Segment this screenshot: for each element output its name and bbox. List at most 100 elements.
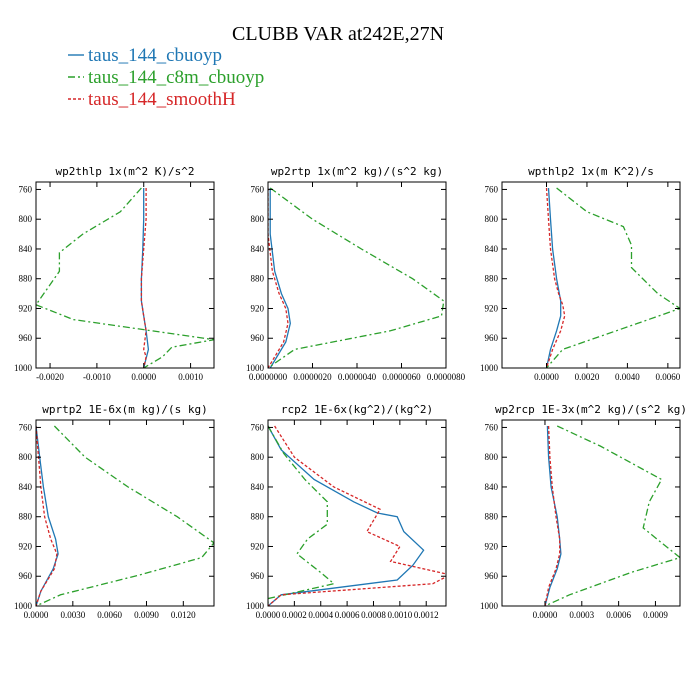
x-tick-label: 0.0000 — [534, 372, 559, 382]
panel-frame — [501, 181, 681, 369]
series-line-taus_144_smoothH — [544, 425, 561, 606]
x-tick-label: 0.0040 — [615, 372, 640, 382]
panel-frame — [35, 419, 215, 607]
y-tick-label: 800 — [485, 214, 499, 224]
panel-4: rcp2 1E-6x(kg^2)/(kg^2) 760 800 840 880 920 96… — [246, 403, 447, 620]
panel-2: wpthlp2 1x(m K^2)/s 760 800 840 880 920 960 100… — [480, 165, 681, 382]
y-tick-label: 800 — [251, 452, 265, 462]
x-tick-label: 0.0000 — [256, 610, 281, 620]
legend-label-2: taus_144_smoothH — [88, 89, 236, 110]
panel-frame — [267, 181, 447, 369]
x-tick-label: 0.0030 — [60, 610, 85, 620]
x-tick-label: 0.0000000 — [249, 372, 288, 382]
y-tick-label: 760 — [251, 422, 265, 432]
x-tick-label: 0.0060 — [97, 610, 122, 620]
y-tick-label: 760 — [251, 184, 265, 194]
y-tick-label: 880 — [19, 274, 33, 284]
x-tick-label: 0.0000020 — [293, 372, 332, 382]
y-tick-label: 880 — [485, 274, 499, 284]
series-line-taus_144_cbuoyp — [36, 425, 59, 606]
y-tick-label: 880 — [251, 512, 265, 522]
y-tick-label: 960 — [251, 333, 265, 343]
y-tick-label: 1000 — [480, 601, 499, 611]
x-tick-label: 0.0006 — [335, 610, 360, 620]
series-line-taus_144_smoothH — [268, 188, 289, 368]
y-tick-label: 880 — [19, 512, 33, 522]
y-tick-label: 800 — [19, 452, 33, 462]
x-tick-label: 0.0000080 — [427, 372, 466, 382]
panels: wp2thlp 1x(m^2 K)/s^2 760 800 840 880 920 960 1… — [14, 165, 687, 620]
x-tick-label: 0.0000040 — [338, 372, 377, 382]
y-tick-label: 880 — [485, 512, 499, 522]
y-tick-label: 840 — [19, 482, 33, 492]
x-tick-label: 0.0009 — [643, 610, 668, 620]
panel-title: wp2rtp 1x(m^2 kg)/(s^2 kg) — [271, 165, 443, 178]
x-tick-label: 0.0012 — [414, 610, 439, 620]
y-tick-label: 880 — [251, 274, 265, 284]
series-line-taus_144_c8m_cbuoyp — [268, 187, 445, 368]
x-tick-label: 0.0120 — [171, 610, 196, 620]
y-tick-label: 920 — [251, 303, 265, 313]
y-tick-label: 920 — [19, 303, 33, 313]
x-tick-label: 0.0006 — [606, 610, 631, 620]
y-tick-label: 960 — [19, 333, 33, 343]
y-tick-label: 920 — [19, 541, 33, 551]
series-line-taus_144_c8m_cbuoyp — [546, 187, 680, 368]
y-tick-label: 760 — [19, 184, 33, 194]
x-tick-label: 0.0002 — [282, 610, 307, 620]
panel-title: rcp2 1E-6x(kg^2)/(kg^2) — [281, 403, 433, 416]
x-tick-label: -0.0020 — [36, 372, 64, 382]
y-tick-label: 800 — [485, 452, 499, 462]
y-tick-label: 840 — [251, 482, 265, 492]
series-line-taus_144_c8m_cbuoyp — [544, 425, 680, 606]
series-line-taus_144_smoothH — [268, 425, 446, 606]
x-tick-label: 0.0000060 — [382, 372, 421, 382]
y-tick-label: 1000 — [14, 601, 33, 611]
series-line-taus_144_smoothH — [140, 188, 147, 368]
y-tick-label: 800 — [251, 214, 265, 224]
legend: taus_144_cbuoyp taus_144_c8m_cbuoyp taus… — [68, 45, 264, 110]
y-tick-label: 800 — [19, 214, 33, 224]
x-tick-label: 0.0010 — [178, 372, 203, 382]
x-tick-label: 0.0004 — [308, 610, 333, 620]
panel-3: wprtp2 1E-6x(m kg)/(s kg) 760 800 840 880 920… — [14, 403, 215, 620]
y-tick-label: 960 — [251, 571, 265, 581]
series-line-taus_144_c8m_cbuoyp — [268, 425, 336, 606]
y-tick-label: 840 — [485, 244, 499, 254]
legend-label-0: taus_144_cbuoyp — [88, 45, 222, 66]
series-line-taus_144_cbuoyp — [545, 187, 562, 368]
y-tick-label: 760 — [485, 422, 499, 432]
y-tick-label: 920 — [485, 303, 499, 313]
series-line-taus_144_cbuoyp — [268, 425, 425, 606]
y-tick-label: 920 — [485, 541, 499, 551]
panel-title: wprtp2 1E-6x(m kg)/(s kg) — [42, 403, 208, 416]
x-tick-label: 0.0010 — [387, 610, 412, 620]
panel-frame — [501, 419, 681, 607]
series-line-taus_144_cbuoyp — [140, 188, 150, 368]
x-tick-label: 0.0000 — [131, 372, 156, 382]
y-tick-label: 920 — [251, 541, 265, 551]
panel-5: wp2rcp 1E-3x(m^2 kg)/(s^2 kg) 760 800 840 88… — [480, 403, 687, 620]
y-tick-label: 1000 — [246, 601, 265, 611]
x-tick-label: 0.0003 — [569, 610, 594, 620]
x-tick-label: 0.0008 — [361, 610, 386, 620]
y-tick-label: 840 — [19, 244, 33, 254]
series-line-taus_144_cbuoyp — [544, 425, 562, 606]
x-tick-label: -0.0010 — [83, 372, 111, 382]
x-tick-label: 0.0000 — [533, 610, 558, 620]
panel-1: wp2rtp 1x(m^2 kg)/(s^2 kg) 760 800 840 880 92… — [246, 165, 466, 382]
panel-frame — [35, 181, 215, 369]
panel-title: wp2rcp 1E-3x(m^2 kg)/(s^2 kg) — [495, 403, 687, 416]
y-tick-label: 1000 — [480, 363, 499, 373]
x-tick-label: 0.0060 — [655, 372, 680, 382]
y-tick-label: 960 — [19, 571, 33, 581]
panel-0: wp2thlp 1x(m^2 K)/s^2 760 800 840 880 920 960 1… — [14, 165, 215, 382]
panel-title: wp2thlp 1x(m^2 K)/s^2 — [55, 165, 194, 178]
panel-frame — [267, 419, 447, 607]
y-tick-label: 760 — [19, 422, 33, 432]
y-tick-label: 840 — [485, 482, 499, 492]
x-tick-label: 0.0000 — [24, 610, 49, 620]
x-tick-label: 0.0020 — [575, 372, 600, 382]
series-line-taus_144_c8m_cbuoyp — [36, 187, 214, 368]
